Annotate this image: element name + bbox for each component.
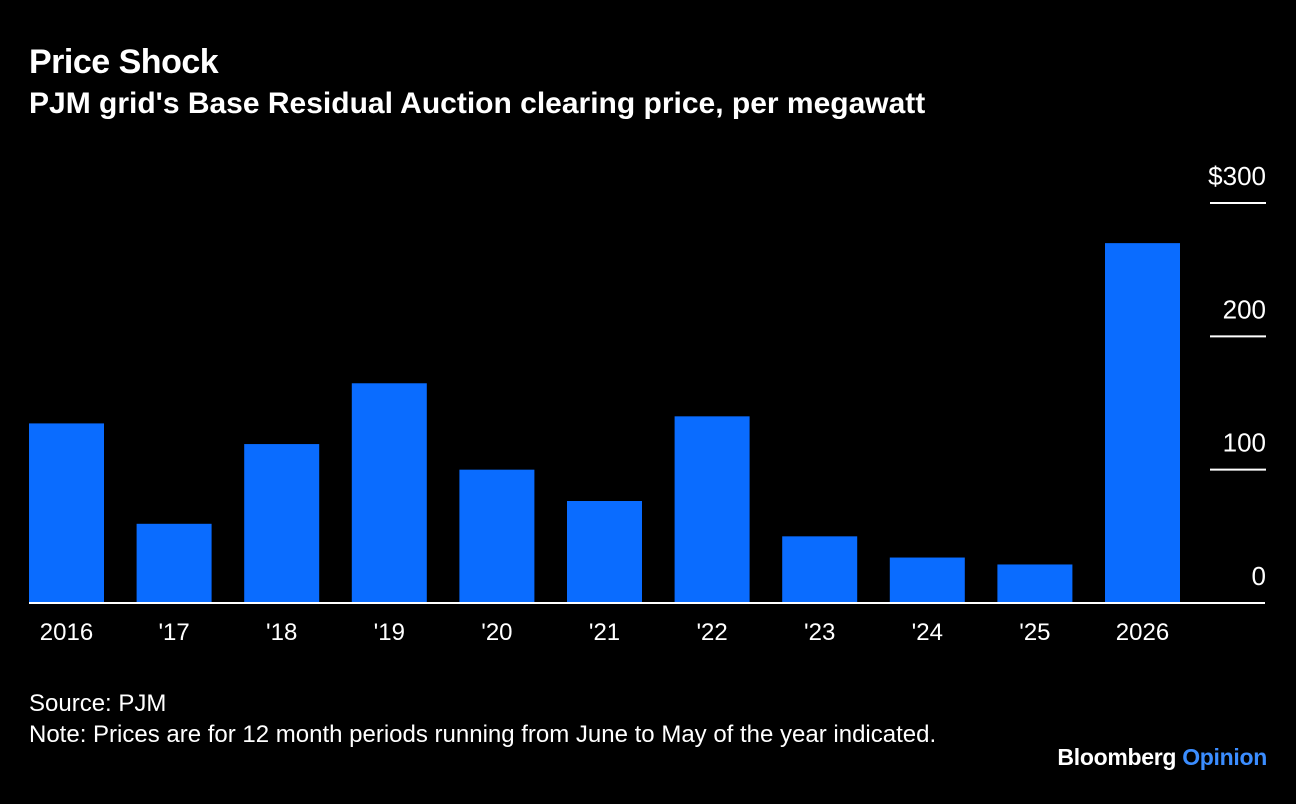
x-tick-label: '17	[158, 619, 189, 646]
bar-18	[244, 444, 320, 603]
brand-section: Opinion	[1182, 744, 1267, 770]
x-tick-label: '18	[266, 619, 297, 646]
bar-2026	[1105, 243, 1180, 603]
x-tick-label: '20	[481, 619, 512, 646]
x-tick-label: '23	[804, 619, 835, 646]
bars-group	[29, 243, 1180, 603]
bar-19	[351, 383, 427, 603]
bar-21	[567, 501, 642, 603]
y-tick-label: 200	[1223, 294, 1266, 324]
x-tick-label: '21	[589, 619, 620, 646]
note-text: Note: Prices are for 12 month periods ru…	[29, 721, 937, 748]
x-tick-label: '24	[912, 619, 943, 646]
bar-22	[674, 416, 750, 603]
y-tick-label: $300	[1208, 161, 1266, 191]
bar-17	[136, 523, 212, 603]
x-tick-label: '22	[696, 619, 727, 646]
bar-24	[889, 557, 965, 603]
y-tick-label: 0	[1252, 561, 1266, 591]
chart-title: Price Shock	[29, 43, 219, 81]
x-axis: 2016 '17 '18 '19 '20 '21 '22 '23 '24 '25 2026	[40, 619, 1169, 646]
bar-23	[782, 536, 858, 603]
y-axis: 0 100 200 $300	[1208, 161, 1266, 591]
x-tick-label: 2026	[1116, 619, 1169, 646]
chart-footer: Source: PJM Note: Prices are for 12 mont…	[29, 688, 969, 750]
x-tick-label: '19	[374, 619, 405, 646]
bar-25	[997, 564, 1073, 603]
bar-chart: 0 100 200 $300 2016 '17 '18 '19 '20 '21 '22 '23 '24…	[29, 161, 1266, 646]
bloomberg-opinion-logo: Bloomberg Opinion	[1057, 744, 1267, 771]
bar-2016	[29, 423, 104, 603]
x-tick-label: '25	[1019, 619, 1050, 646]
chart-subtitle: PJM grid's Base Residual Auction clearin…	[29, 87, 926, 120]
bar-20	[459, 469, 535, 603]
x-tick-label: 2016	[40, 619, 93, 646]
source-text: Source: PJM	[29, 690, 167, 717]
brand-name: Bloomberg	[1057, 744, 1177, 770]
y-tick-label: 100	[1223, 428, 1266, 458]
